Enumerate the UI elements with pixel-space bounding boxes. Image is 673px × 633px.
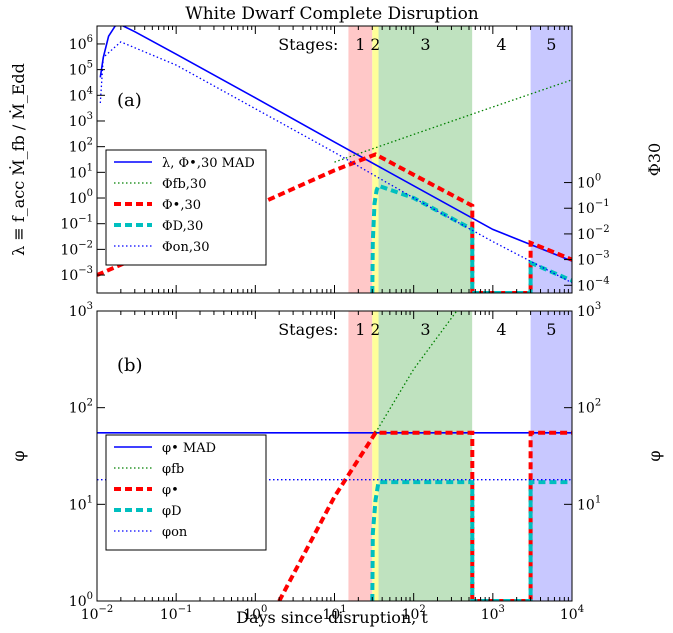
x-tick-label-4: 102 xyxy=(402,604,426,623)
y-tick-label-right-b-2: 103 xyxy=(577,301,601,320)
series-line-a-1 xyxy=(334,79,572,163)
legend-box-a xyxy=(105,149,267,266)
y-axis-label-left-a: λ ≡ f_acc Ṁ_fb / Ṁ_Edd xyxy=(8,63,28,256)
y-tick-label-right-a-3: 10−1 xyxy=(577,198,610,217)
series-line-a-4 xyxy=(99,41,572,284)
y-tick-label-left-a-0: 10−3 xyxy=(60,265,93,284)
y-axis-label-right-b: φ xyxy=(645,450,664,461)
y-axis-label-left-b: φ xyxy=(9,450,28,461)
stages-label: Stages: xyxy=(278,35,338,54)
x-tick-label-1: 10−1 xyxy=(160,604,193,623)
x-tick-label-6: 104 xyxy=(560,604,584,623)
stage-number-3: 3 xyxy=(420,35,430,54)
stage-region-4 xyxy=(472,311,531,601)
stage-number-5: 5 xyxy=(546,35,556,54)
x-tick-label-3: 101 xyxy=(322,604,346,623)
legend-entry-a-2: Φ•,30 xyxy=(162,198,201,213)
stage-region-2 xyxy=(372,26,379,293)
y-tick-label-left-a-3: 100 xyxy=(69,188,93,207)
y-axis-label-right-a: Φ30 xyxy=(645,143,664,176)
y-tick-label-left-a-6: 103 xyxy=(69,111,93,130)
legend-entry-a-3: ΦD,30 xyxy=(162,219,203,234)
stage-region-2 xyxy=(372,311,379,601)
panel-tag-b: (b) xyxy=(117,355,143,376)
stage-number-1: 1 xyxy=(355,320,365,339)
chart-title: White Dwarf Complete Disruption xyxy=(185,4,479,24)
legend-entry-b-0: φ• MAD xyxy=(162,441,216,456)
stage-number-2: 2 xyxy=(370,320,380,339)
y-tick-label-left-a-7: 104 xyxy=(69,85,93,104)
stages-label: Stages: xyxy=(278,320,338,339)
y-tick-label-left-a-5: 102 xyxy=(69,137,93,156)
stage-region-5 xyxy=(530,311,572,601)
legend-entry-b-2: φ• xyxy=(162,483,179,498)
stage-number-4: 4 xyxy=(496,320,506,339)
y-tick-label-left-b-1: 101 xyxy=(69,494,93,513)
series-line-b-1 xyxy=(374,311,458,434)
y-tick-label-left-b-2: 102 xyxy=(69,398,93,417)
stage-number-5: 5 xyxy=(546,320,556,339)
stage-region-3 xyxy=(378,311,473,601)
legend-entry-b-4: φon xyxy=(162,525,188,540)
y-tick-label-right-a-1: 10−3 xyxy=(577,250,610,269)
stage-region-5 xyxy=(530,26,572,293)
y-tick-label-right-a-0: 10−4 xyxy=(577,275,610,294)
legend-entry-b-1: φfb xyxy=(162,462,184,477)
panel-tag-a: (a) xyxy=(117,90,142,111)
x-tick-label-5: 103 xyxy=(481,604,505,623)
stage-region-3 xyxy=(378,26,473,293)
series-line-b-3 xyxy=(370,480,572,601)
stage-number-2: 2 xyxy=(370,35,380,54)
stage-number-4: 4 xyxy=(496,35,506,54)
stage-number-3: 3 xyxy=(420,320,430,339)
x-axis-label: Days since disruption, t xyxy=(236,608,428,627)
y-tick-label-right-b-1: 102 xyxy=(577,398,601,417)
y-tick-label-right-a-2: 10−2 xyxy=(577,224,610,243)
panel-a: 1 2 3 4 5 Stages: (a) 10−3 10−2 10−1 100 101 102 103 1… xyxy=(8,25,664,294)
y-tick-label-left-b-0: 100 xyxy=(69,591,93,610)
series-line-a-0 xyxy=(99,26,572,262)
panel-b: 1 2 3 4 5 Stages: (b) 10−2 10−1 100 101 102 103 104 10… xyxy=(9,301,664,623)
y-tick-label-right-b-0: 101 xyxy=(577,494,601,513)
legend-entry-a-0: λ, Φ•,30 MAD xyxy=(162,156,255,171)
y-tick-label-left-b-3: 103 xyxy=(69,301,93,320)
y-tick-label-left-a-1: 10−2 xyxy=(60,239,93,258)
stage-region-4 xyxy=(472,26,531,293)
y-tick-label-left-a-8: 105 xyxy=(69,60,93,79)
stage-number-1: 1 xyxy=(355,35,365,54)
legend-entry-a-4: Φon,30 xyxy=(162,240,210,255)
y-tick-label-right-a-4: 100 xyxy=(577,173,601,192)
y-tick-label-left-a-4: 101 xyxy=(69,162,93,181)
legend-entry-b-3: φD xyxy=(162,504,182,519)
x-tick-label-2: 100 xyxy=(243,604,267,623)
legend-box-b xyxy=(105,434,267,551)
legend-entry-a-1: Φfb,30 xyxy=(162,177,206,192)
y-tick-label-left-a-2: 10−1 xyxy=(60,214,93,233)
y-tick-label-left-a-9: 106 xyxy=(69,34,93,53)
x-tick-label-0: 10−2 xyxy=(81,604,114,623)
